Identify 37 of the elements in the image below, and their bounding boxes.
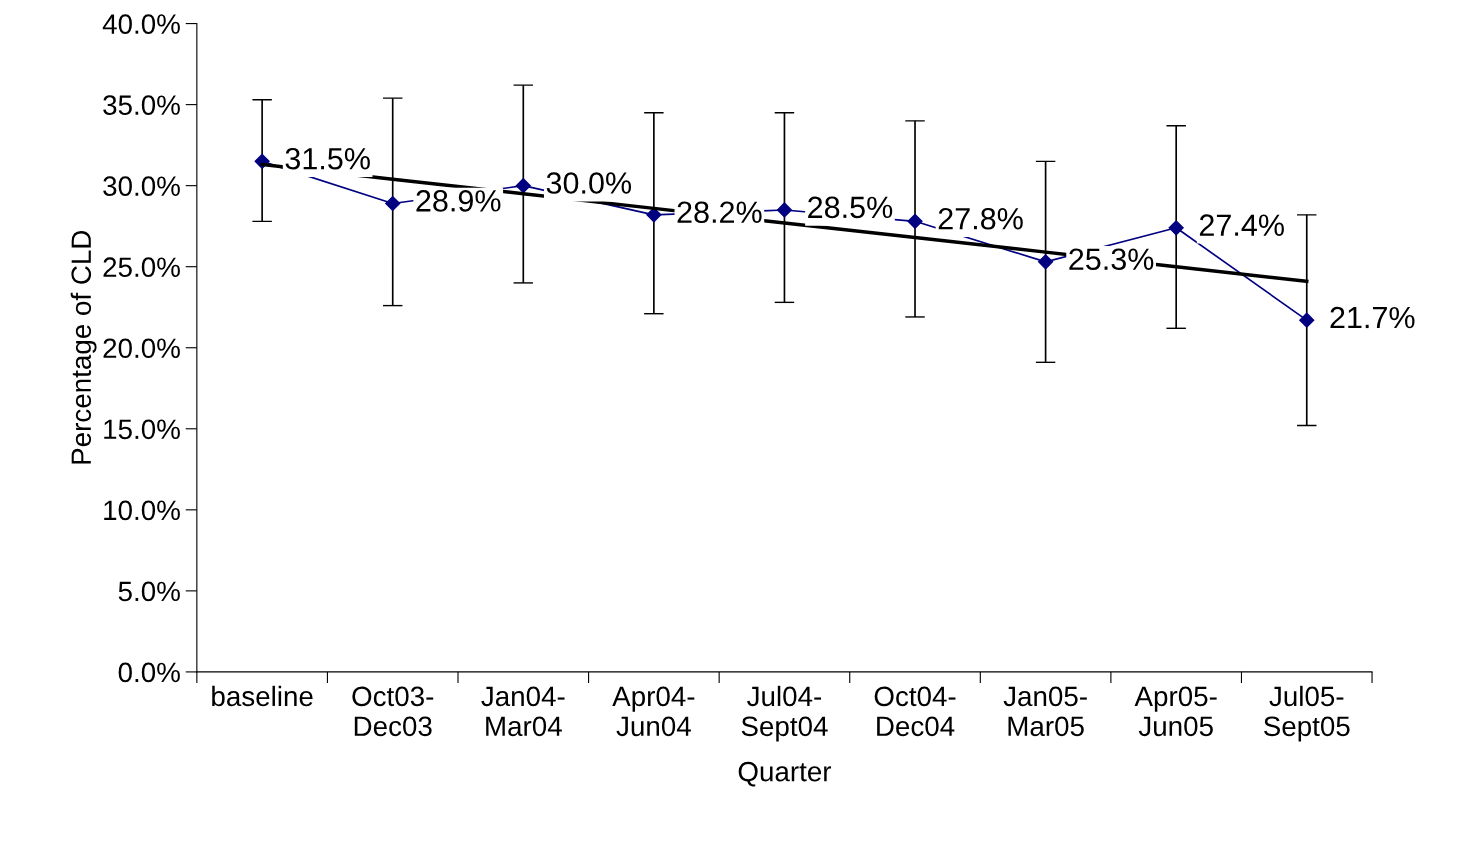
point <box>385 195 401 212</box>
point <box>646 207 662 223</box>
point <box>776 202 793 218</box>
y-tick-label: 25.0% <box>103 257 180 278</box>
data-label: 28.5% <box>808 196 893 219</box>
data-label: 28.9% <box>416 190 501 212</box>
x-tick-label: Oct03- Dec03 <box>352 686 434 737</box>
point <box>1038 254 1054 270</box>
point <box>1299 312 1315 328</box>
y-tick-label: 0.0% <box>118 662 180 683</box>
data-label: 27.8% <box>938 207 1023 230</box>
x-tick-label: Jul04- Sept04 <box>741 685 828 742</box>
y-tick-label: 30.0% <box>103 176 180 196</box>
data-label: 21.7% <box>1330 306 1415 329</box>
x-tick-label: Jan04- Mar04 <box>481 686 565 737</box>
y-tick-label: 5.0% <box>118 581 180 602</box>
y-tick-label: 15.0% <box>104 419 180 440</box>
data-label: 30.0% <box>546 172 632 194</box>
x-tick-label: Oct04- Dec04 <box>874 686 956 737</box>
y-tick-label: 40.0% <box>102 14 180 34</box>
data-label: 28.2% <box>677 201 762 224</box>
x-tick-label: Apr04- Jun04 <box>612 686 695 737</box>
data-label: 31.5% <box>285 147 370 170</box>
y-tick-label: 35.0% <box>103 95 180 115</box>
data-label: 25.3% <box>1069 248 1154 271</box>
y-tick-label: 20.0% <box>103 338 180 359</box>
x-tick-label: Jul05- Sept05 <box>1264 685 1350 742</box>
y-axis-title: Percentage of CLD <box>70 230 97 464</box>
point <box>1168 220 1184 236</box>
x-axis-title: Quarter <box>738 761 832 787</box>
x-tick-label: Apr05- Jun05 <box>1134 686 1217 737</box>
x-tick-label: baseline <box>212 685 313 707</box>
point <box>907 213 923 229</box>
x-tick-label: Jan05- Mar05 <box>1003 686 1087 737</box>
y-tick-label: 10.0% <box>104 500 180 521</box>
data-label: 27.4% <box>1199 214 1284 236</box>
point <box>515 178 531 194</box>
